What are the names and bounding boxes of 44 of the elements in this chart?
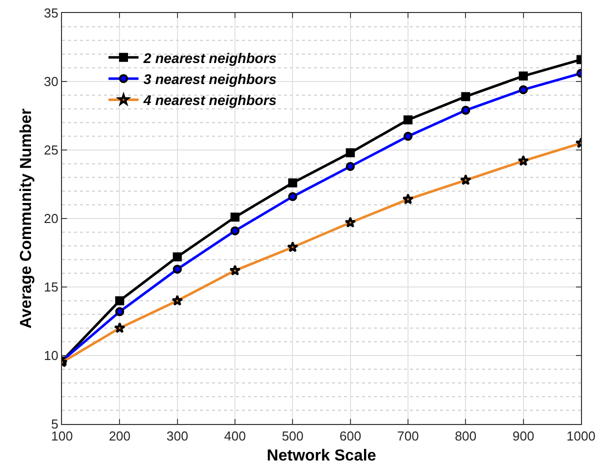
legend-label: 2 nearest neighbors [142, 50, 277, 66]
y-tick-label: 25 [44, 142, 58, 158]
y-tick-label: 35 [44, 6, 58, 21]
point [172, 294, 183, 306]
point [460, 174, 472, 186]
y-axis-title: Average Community Number [18, 108, 35, 328]
point [344, 216, 356, 228]
point [114, 322, 126, 334]
x-axis-title: Network Scale [266, 447, 376, 464]
x-tick-label: 800 [454, 428, 477, 444]
point [518, 155, 529, 166]
point [346, 148, 355, 158]
x-tick-label: 400 [224, 428, 246, 444]
x-tick-label: 600 [339, 428, 362, 444]
point [172, 264, 182, 274]
point [402, 193, 414, 204]
point [229, 264, 241, 276]
point [404, 115, 412, 124]
x-tick-label: 1000 [566, 428, 596, 444]
point [172, 252, 182, 262]
point [115, 296, 124, 306]
y-tick-label: 20 [44, 211, 58, 226]
x-tick-label: 700 [397, 428, 419, 444]
point [230, 212, 240, 222]
point [518, 85, 528, 94]
y-tick-label: 30 [44, 74, 58, 90]
y-tick-label: 10 [44, 348, 58, 364]
point [346, 162, 355, 171]
point [287, 241, 298, 252]
point [461, 92, 470, 102]
x-tick-label: 500 [282, 428, 304, 444]
y-tick-label: 15 [44, 280, 58, 295]
point [288, 192, 298, 202]
point [461, 106, 470, 115]
x-tick-label: 200 [108, 428, 131, 444]
point [230, 226, 240, 236]
point [115, 307, 124, 316]
point [288, 178, 298, 188]
legend-label: 3 nearest neighbors [144, 71, 277, 88]
point [404, 132, 412, 141]
x-tick-label: 300 [166, 428, 188, 444]
point [518, 72, 528, 81]
legend-label: 4 nearest neighbors [142, 92, 277, 108]
x-tick-label: 900 [512, 428, 534, 444]
